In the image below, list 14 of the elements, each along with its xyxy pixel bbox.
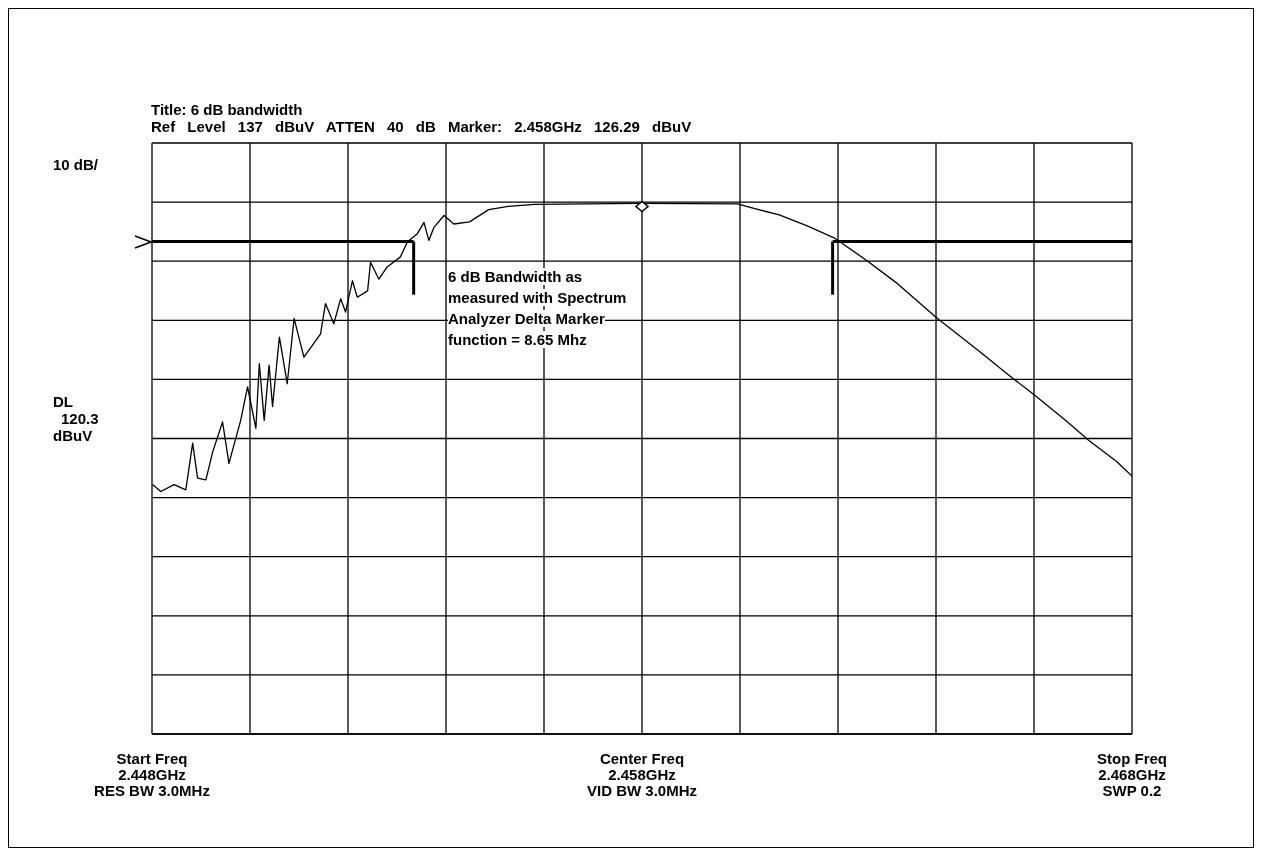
x-tick-label: 2.448GHz (118, 766, 186, 783)
text: Center Freq (599, 750, 685, 767)
text: SWP 0.2 (1102, 782, 1162, 799)
text: RES BW 3.0MHz (94, 782, 210, 799)
x-tick-label: 2.458GHz (608, 766, 676, 783)
text: Start Freq (116, 750, 188, 767)
x-tick-label: 2.468GHz (1098, 766, 1166, 783)
text: VID BW 3.0MHz (586, 782, 698, 799)
y-axis-title: 10 dB/ (53, 156, 99, 173)
ref-line-label: DL 120.3 dBuV (53, 393, 100, 444)
chart-subtitle: Ref Level 137 dBuV ATTEN 40 dB Marker: 2.458GHz 126.29 dBuV (151, 118, 692, 135)
chart-title: Title: 6 dB bandwidth (151, 101, 303, 118)
text: Stop Freq (1097, 750, 1167, 767)
annotation: 6 dB Bandwidth as measured with Spectrum Analyzer Delta Marker function = 8.65 Mhz (448, 268, 627, 348)
